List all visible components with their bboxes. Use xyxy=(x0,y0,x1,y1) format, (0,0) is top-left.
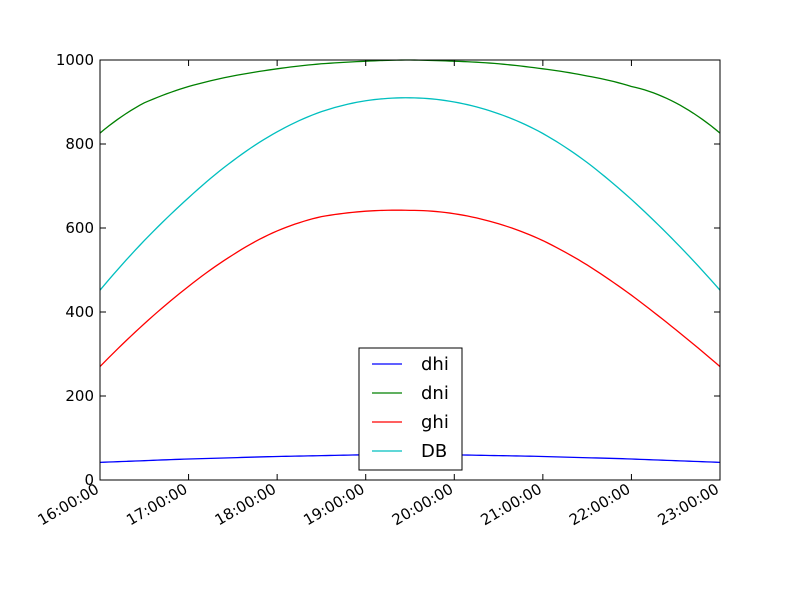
plot-frame xyxy=(99,59,721,481)
series-line-ghi xyxy=(99,209,721,368)
y-tick-label: 0 xyxy=(84,471,94,489)
legend: dhi dni ghi DB xyxy=(358,347,463,471)
series-line-db xyxy=(99,97,721,291)
y-tick-label: 400 xyxy=(65,303,94,321)
x-tick-label: 20:00:00 xyxy=(389,480,456,529)
legend-box xyxy=(358,347,463,471)
y-tick-label: 800 xyxy=(65,135,94,153)
y-tick-label: 1000 xyxy=(56,51,94,69)
x-tick-label: 23:00:00 xyxy=(655,480,722,529)
x-tick-label: 17:00:00 xyxy=(123,480,190,529)
x-tick-label: 22:00:00 xyxy=(566,480,633,529)
x-tick-label: 16:00:00 xyxy=(35,480,102,529)
x-tick-label: 19:00:00 xyxy=(300,480,367,529)
legend-label-dni: dni xyxy=(421,383,449,404)
x-tick-label: 21:00:00 xyxy=(478,480,545,529)
y-tick-label: 200 xyxy=(65,387,94,405)
legend-label-dhi: dhi xyxy=(421,354,449,375)
y-tick-label: 600 xyxy=(65,219,94,237)
legend-label-ghi: ghi xyxy=(421,412,449,433)
legend-label-db: DB xyxy=(421,441,447,462)
x-tick-label: 18:00:00 xyxy=(212,480,279,529)
